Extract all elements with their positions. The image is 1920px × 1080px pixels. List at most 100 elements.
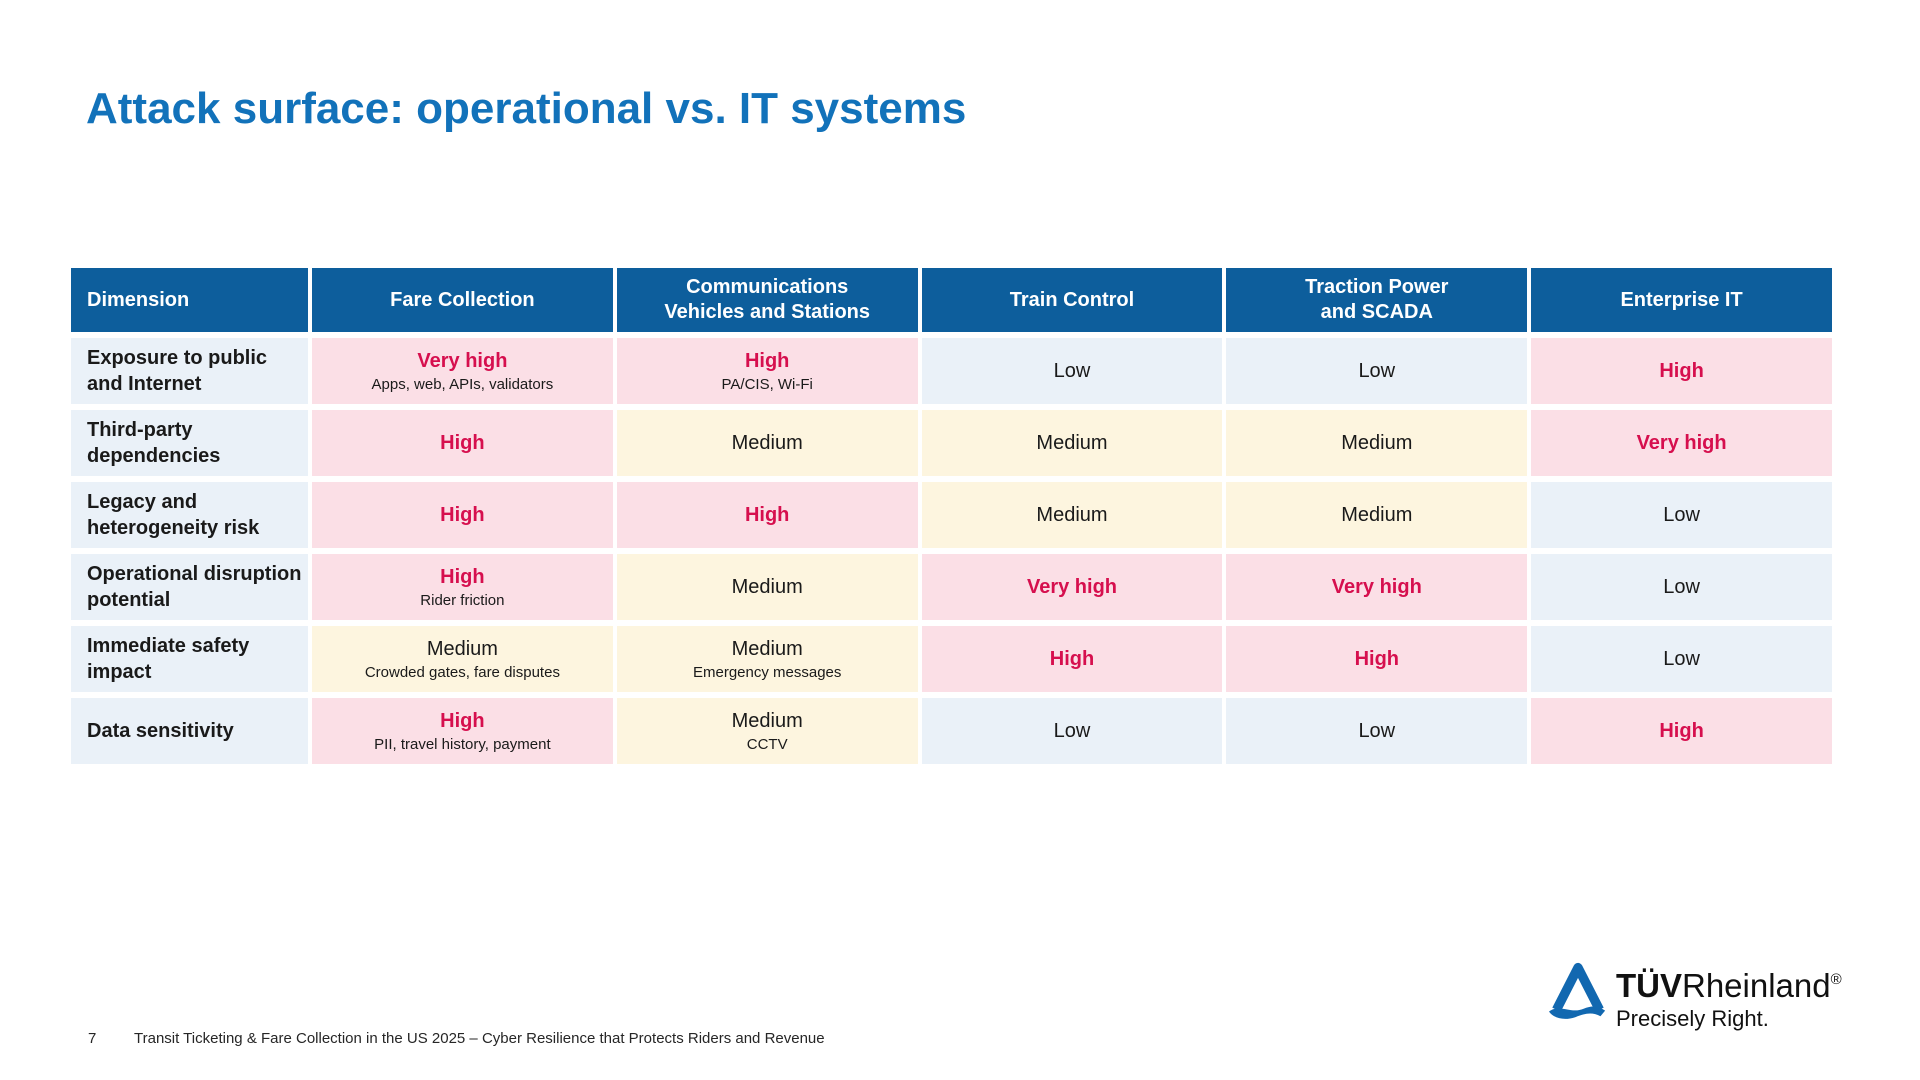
value-cell: Medium Emergency messages	[616, 626, 918, 692]
severity-value: High	[744, 350, 790, 372]
value-cell: Low	[1531, 482, 1832, 548]
severity-value: High	[1049, 648, 1095, 670]
row-label: Operational disruption potential	[71, 554, 308, 620]
row-label: Data sensitivity	[71, 698, 308, 764]
column-header-traction-power: Traction Power and SCADA	[1226, 268, 1528, 332]
row-label-line: Legacy and	[87, 491, 198, 513]
value-cell: Very high	[1531, 410, 1832, 476]
severity-value: Very high	[1636, 432, 1727, 454]
row-label: Legacy and heterogeneity risk	[71, 482, 308, 548]
severity-value: Medium	[731, 576, 803, 598]
header-line: Vehicles and Stations	[664, 301, 870, 323]
column-header-dimension: Dimension	[71, 268, 308, 332]
cell-note: CCTV	[746, 736, 788, 753]
value-cell: Medium	[616, 554, 918, 620]
row-label: Immediate safety impact	[71, 626, 308, 692]
cell-note: PA/CIS, Wi-Fi	[721, 376, 813, 393]
cell-note: Emergency messages	[692, 664, 842, 681]
severity-value: Low	[1358, 360, 1396, 382]
severity-value: Low	[1053, 360, 1091, 382]
value-cell: Low	[1226, 338, 1528, 404]
logo-brand-regular: Rheinland	[1682, 967, 1831, 1004]
header-line: Enterprise IT	[1620, 288, 1743, 311]
value-cell: High	[1226, 626, 1528, 692]
severity-value: Medium	[1036, 432, 1108, 454]
page-title: Attack surface: operational vs. IT syste…	[86, 84, 967, 134]
value-cell: High PII, travel history, payment	[312, 698, 613, 764]
value-cell: Very high Apps, web, APIs, validators	[312, 338, 613, 404]
severity-value: Very high	[417, 350, 508, 372]
severity-value: Medium	[1341, 432, 1413, 454]
column-header-enterprise-it: Enterprise IT	[1531, 268, 1832, 332]
value-cell: Low	[1531, 554, 1832, 620]
logo-tagline: Precisely Right.	[1616, 1006, 1769, 1031]
header-line: and SCADA	[1320, 301, 1433, 323]
severity-value: Medium	[1341, 504, 1413, 526]
severity-value: High	[1659, 720, 1704, 742]
severity-value: Medium	[731, 710, 803, 732]
value-cell: Medium	[616, 410, 918, 476]
cell-note: Apps, web, APIs, validators	[371, 376, 554, 393]
column-header-communications: Communications Vehicles and Stations	[616, 268, 918, 332]
value-cell: High PA/CIS, Wi-Fi	[616, 338, 918, 404]
column-header-train-control: Train Control	[921, 268, 1223, 332]
severity-value: Low	[1053, 720, 1091, 742]
column-header-fare-collection: Fare Collection	[312, 268, 613, 332]
tuv-triangle-icon	[1549, 962, 1606, 1019]
value-cell: Low	[921, 698, 1223, 764]
value-cell: Low	[921, 338, 1223, 404]
header-line: Fare Collection	[390, 288, 535, 311]
value-cell: Medium	[921, 410, 1223, 476]
value-cell: Medium Crowded gates, fare disputes	[312, 626, 613, 692]
row-label: Third-party dependencies	[71, 410, 308, 476]
row-label: Exposure to public and Internet	[71, 338, 308, 404]
value-cell: High	[312, 482, 613, 548]
cell-note: Rider friction	[420, 592, 505, 609]
value-cell: Low	[1226, 698, 1528, 764]
severity-value: Very high	[1026, 576, 1117, 598]
severity-value: Medium	[1036, 504, 1108, 526]
header-line: Communications	[686, 276, 849, 298]
row-label-line: potential	[87, 589, 171, 611]
severity-value: High	[440, 710, 485, 732]
row-label-line: dependencies	[87, 445, 221, 467]
row-label-line: Third-party	[87, 419, 193, 441]
value-cell: Very high	[921, 554, 1223, 620]
value-cell: High	[1531, 698, 1832, 764]
page-number: 7	[88, 1030, 97, 1047]
value-cell: Medium	[1226, 482, 1528, 548]
value-cell: High Rider friction	[312, 554, 613, 620]
logo-wordmark: TÜVRheinland®	[1616, 962, 1842, 1004]
header-line: Traction Power	[1305, 276, 1449, 298]
row-label-line: Operational disruption	[87, 563, 302, 585]
value-cell: Medium	[921, 482, 1223, 548]
value-cell: High	[1531, 338, 1832, 404]
logo-brand-bold: TÜV	[1616, 967, 1682, 1004]
severity-value: Low	[1663, 504, 1700, 526]
value-cell: High	[921, 626, 1223, 692]
severity-value: Low	[1663, 648, 1700, 670]
value-cell: Medium	[1226, 410, 1528, 476]
footer-text: Transit Ticketing & Fare Collection in t…	[134, 1030, 825, 1047]
value-cell: High	[616, 482, 918, 548]
cell-note: Crowded gates, fare disputes	[364, 664, 560, 681]
severity-value: Medium	[426, 638, 498, 660]
severity-value: Low	[1358, 720, 1396, 742]
header-line: Train Control	[1009, 288, 1135, 311]
severity-value: High	[1354, 648, 1399, 670]
severity-value: High	[440, 504, 485, 526]
severity-value: High	[440, 432, 485, 454]
tuv-rheinland-logo: TÜVRheinland® Precisely Right.	[1548, 962, 1842, 1031]
value-cell: Medium CCTV	[616, 698, 918, 764]
severity-value: Medium	[731, 638, 803, 660]
row-label-line: impact	[87, 661, 152, 683]
logo-text: TÜVRheinland® Precisely Right.	[1616, 962, 1842, 1031]
cell-note: PII, travel history, payment	[374, 736, 551, 753]
severity-value: Medium	[731, 432, 803, 454]
attack-surface-table: Dimension Fare Collection Communications…	[71, 268, 1832, 764]
value-cell: Low	[1531, 626, 1832, 692]
row-label-line: heterogeneity risk	[87, 517, 260, 539]
severity-value: High	[1659, 360, 1704, 382]
header-line: Dimension	[87, 288, 190, 311]
value-cell: High	[312, 410, 613, 476]
